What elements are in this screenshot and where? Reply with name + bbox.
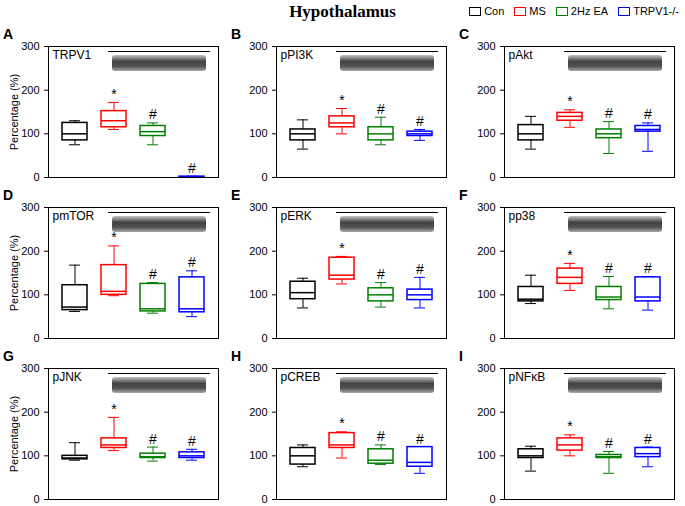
svg-text:100: 100 [21,127,39,139]
svg-text:200: 200 [477,245,495,257]
svg-text:100: 100 [477,127,495,139]
svg-text:200: 200 [21,84,39,96]
svg-text:200: 200 [477,84,495,96]
svg-text:pp38: pp38 [509,209,536,223]
svg-text:#: # [605,105,613,121]
html-text:B: B [231,26,242,42]
svg-text:100: 100 [21,449,39,461]
svg-text:0: 0 [489,332,495,344]
svg-text:300: 300 [249,40,267,52]
svg-text:*: * [339,92,345,108]
html-text:MS: MS [529,5,546,17]
svg-text:0: 0 [33,493,39,505]
svg-text:200: 200 [21,406,39,418]
svg-text:0: 0 [489,493,495,505]
html-text:TRPV1-/-: TRPV1-/- [633,5,679,17]
html-text:F: F [459,187,468,203]
html-text:2Hz EA: 2Hz EA [570,5,609,17]
svg-text:#: # [188,254,196,270]
svg-text:pERK: pERK [281,209,312,223]
svg-text:200: 200 [249,406,267,418]
svg-text:#: # [149,431,157,447]
svg-text:#: # [377,428,385,444]
svg-text:200: 200 [249,245,267,257]
svg-text:100: 100 [249,288,267,300]
svg-text:0: 0 [261,171,267,183]
svg-text:Percentage (%): Percentage (%) [8,235,20,311]
svg-text:#: # [149,106,157,122]
svg-text:300: 300 [477,362,495,374]
svg-text:100: 100 [249,127,267,139]
svg-text:pCREB: pCREB [281,370,321,384]
html-text:A: A [3,26,14,42]
svg-text:#: # [149,266,157,282]
svg-text:pJNK: pJNK [53,370,82,384]
html-text:G: G [3,348,14,364]
html-text:E: E [231,187,241,203]
svg-text:0: 0 [33,171,39,183]
svg-text:Percentage (%): Percentage (%) [8,74,20,150]
svg-text:#: # [644,260,652,276]
svg-text:pmTOR: pmTOR [53,209,95,223]
svg-text:0: 0 [261,493,267,505]
svg-text:#: # [416,431,424,447]
svg-text:*: * [567,247,573,263]
svg-text:300: 300 [249,362,267,374]
svg-text:#: # [644,106,652,122]
svg-text:pPI3K: pPI3K [281,48,314,62]
svg-text:#: # [644,431,652,447]
html-text:Hypothalamus: Hypothalamus [289,2,396,21]
html-text:H: H [231,348,242,364]
svg-text:300: 300 [477,201,495,213]
svg-text:100: 100 [477,288,495,300]
svg-text:Percentage (%): Percentage (%) [8,396,20,472]
svg-text:*: * [111,86,117,102]
svg-text:pAkt: pAkt [509,48,534,62]
svg-text:300: 300 [21,201,39,213]
svg-text:200: 200 [249,84,267,96]
svg-text:300: 300 [477,40,495,52]
svg-text:200: 200 [477,406,495,418]
svg-text:#: # [188,433,196,449]
svg-text:0: 0 [33,332,39,344]
svg-text:100: 100 [249,449,267,461]
svg-text:300: 300 [21,40,39,52]
svg-text:100: 100 [477,449,495,461]
svg-text:0: 0 [489,171,495,183]
svg-text:TRPV1: TRPV1 [53,48,92,62]
svg-text:100: 100 [21,288,39,300]
svg-text:*: * [111,401,117,417]
svg-text:#: # [416,113,424,129]
svg-text:#: # [416,261,424,277]
svg-text:#: # [377,101,385,117]
svg-text:*: * [339,240,345,256]
svg-text:200: 200 [21,245,39,257]
svg-text:#: # [605,260,613,276]
html-text:C: C [459,26,470,42]
html-text:Con: Con [484,5,505,17]
svg-text:*: * [339,415,345,431]
svg-text:*: * [567,93,573,109]
svg-text:300: 300 [21,362,39,374]
svg-text:#: # [377,266,385,282]
svg-text:#: # [605,435,613,451]
svg-text:#: # [188,160,196,176]
svg-text:pNFκB: pNFκB [509,370,546,384]
svg-text:*: * [567,418,573,434]
html-text:D: D [3,187,14,203]
html-text:I: I [459,348,463,364]
svg-text:0: 0 [261,332,267,344]
svg-text:300: 300 [249,201,267,213]
